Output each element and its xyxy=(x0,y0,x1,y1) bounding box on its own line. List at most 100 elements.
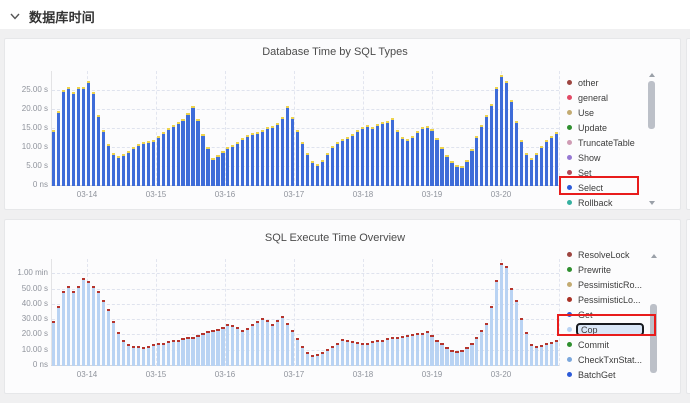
bar-select xyxy=(505,80,509,186)
legend-item-general[interactable]: general xyxy=(567,90,608,105)
bar-select xyxy=(141,141,145,186)
bar-select xyxy=(251,133,255,186)
h-gridline xyxy=(52,303,559,305)
legend-item-get[interactable]: Get xyxy=(567,307,593,322)
legend-label: TruncateTable xyxy=(578,137,635,148)
section-header-database-time[interactable]: 数据库时间 xyxy=(10,7,95,26)
legend-item-cop[interactable]: Cop xyxy=(567,322,644,337)
bar-select xyxy=(405,138,409,186)
x-tick-label: 03-14 xyxy=(76,190,98,199)
legend-item-resolvelock[interactable]: ResolveLock xyxy=(567,247,630,262)
legend-scrollbar[interactable] xyxy=(649,254,658,393)
legend-item-use[interactable]: Use xyxy=(567,105,594,120)
bar-cop xyxy=(201,332,205,366)
bar-cop xyxy=(400,335,404,366)
legend-item-other[interactable]: other xyxy=(567,75,599,90)
legend-color-dot xyxy=(567,282,572,287)
bar-cop xyxy=(335,342,340,366)
legend-label: Set xyxy=(578,167,592,178)
bar-cop xyxy=(211,330,215,366)
legend-item-pessimisticro[interactable]: PessimisticRo... xyxy=(567,277,642,292)
legend-item-commit[interactable]: Commit xyxy=(567,337,609,352)
bar-select xyxy=(425,125,429,186)
bar-select xyxy=(485,115,489,186)
x-tick-label: 03-15 xyxy=(145,370,167,379)
legend-item-rollback[interactable]: Rollback xyxy=(567,195,613,209)
bar-select xyxy=(236,141,240,186)
v-gridline xyxy=(559,71,560,186)
bar-cop xyxy=(251,324,255,366)
h-gridline xyxy=(52,166,559,167)
bar-select xyxy=(206,147,210,186)
bar-select xyxy=(335,141,340,186)
bar-cop xyxy=(470,342,474,366)
bar-cop xyxy=(320,351,325,366)
legend-item-update[interactable]: Update xyxy=(567,120,607,135)
bar-select xyxy=(495,86,499,186)
bar-cop xyxy=(221,326,225,366)
x-tick-label: 03-17 xyxy=(283,370,305,379)
legend-color-dot xyxy=(567,110,572,115)
scroll-up-icon[interactable] xyxy=(650,254,657,258)
y-tick-label: 15.00 s xyxy=(21,123,48,132)
bar-select xyxy=(181,118,185,186)
bar-select xyxy=(101,130,105,186)
bar-select xyxy=(395,130,399,186)
bar-select xyxy=(554,132,559,186)
legend-label-focused: Cop xyxy=(576,323,644,336)
bar-select xyxy=(415,131,419,186)
scroll-up-icon[interactable] xyxy=(648,73,655,77)
bar-select xyxy=(435,137,439,186)
bar-cop xyxy=(530,344,534,366)
bar-cop xyxy=(415,333,419,366)
legend-item-checktxnstat[interactable]: CheckTxnStat... xyxy=(567,352,642,367)
bar-select xyxy=(350,134,354,186)
bar-cop xyxy=(455,351,459,366)
legend-color-dot xyxy=(567,200,572,205)
y-tick-label: 20.00 s xyxy=(21,104,48,113)
legend-color-dot xyxy=(567,327,572,332)
legend-color-dot xyxy=(567,185,572,190)
bar-cop xyxy=(465,347,469,366)
v-gridline xyxy=(225,259,226,366)
legend-label: Commit xyxy=(578,339,609,350)
y-tick-label: 10.00 s xyxy=(21,344,48,354)
x-tick-label: 03-20 xyxy=(490,370,512,379)
legend-item-set[interactable]: Set xyxy=(567,165,592,180)
bar-cop xyxy=(166,341,170,366)
bar-cop xyxy=(126,344,130,366)
bar-cop xyxy=(171,340,175,366)
v-gridline xyxy=(294,71,295,186)
x-tick-label: 03-19 xyxy=(421,190,443,199)
x-tick-label: 03-14 xyxy=(76,370,98,379)
legend-scrollbar[interactable] xyxy=(647,73,656,205)
legend-item-show[interactable]: Show xyxy=(567,150,601,165)
scrollbar-thumb[interactable] xyxy=(648,81,655,129)
legend-item-truncatetable[interactable]: TruncateTable xyxy=(567,135,635,150)
bar-select xyxy=(400,136,404,186)
bar-cop xyxy=(385,338,389,366)
legend-item-batchget[interactable]: BatchGet xyxy=(567,367,616,382)
bar-cop xyxy=(116,331,120,366)
bar-cop xyxy=(81,278,86,366)
h-gridline xyxy=(52,90,559,91)
bar-cop xyxy=(425,331,429,366)
legend-item-select[interactable]: Select xyxy=(567,180,603,195)
bar-select xyxy=(460,166,464,186)
legend-label: PessimisticLo... xyxy=(578,294,641,305)
bar-select xyxy=(520,139,524,186)
bar-select xyxy=(500,75,504,186)
bar-select xyxy=(515,120,519,186)
legend-item-prewrite[interactable]: Prewrite xyxy=(567,262,611,277)
bar-select xyxy=(201,134,205,186)
v-gridline xyxy=(432,259,433,366)
bar-select xyxy=(305,153,310,186)
scrollbar-thumb[interactable] xyxy=(650,304,657,373)
bar-cop xyxy=(450,349,454,366)
scroll-down-icon[interactable] xyxy=(648,201,655,205)
legend-item-pessimisticlo[interactable]: PessimisticLo... xyxy=(567,292,641,307)
legend-label: Update xyxy=(578,122,608,133)
bar-select xyxy=(325,153,330,186)
bar-cop xyxy=(66,286,71,366)
bar-select xyxy=(420,127,424,186)
